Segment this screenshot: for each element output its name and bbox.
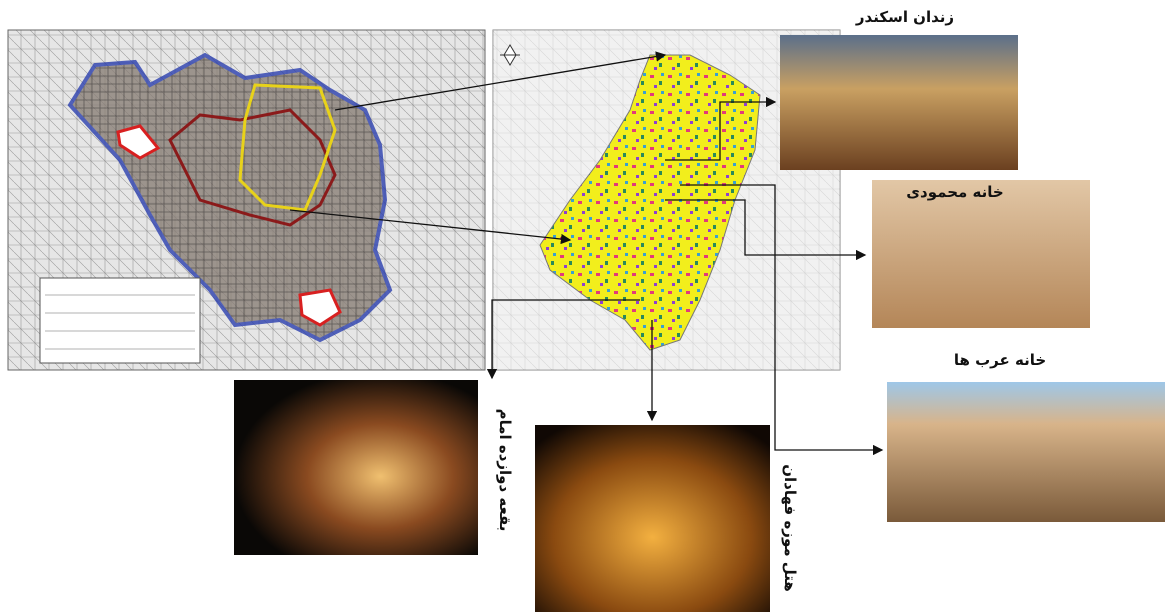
photo xyxy=(234,380,478,555)
photo-label: خانه محمودی xyxy=(906,183,1003,201)
photo-label: بقعه دوازده امام xyxy=(496,409,514,532)
photo-label: زندان اسکندر xyxy=(855,8,954,26)
photo xyxy=(780,35,1018,170)
photo xyxy=(887,382,1165,522)
photo xyxy=(872,180,1090,328)
photo-label: خانه عرب ها xyxy=(954,351,1046,369)
photo-label: هتل موزه فهادان xyxy=(781,464,799,592)
city-map xyxy=(7,29,486,371)
arrows xyxy=(289,51,884,456)
photo xyxy=(535,425,770,612)
